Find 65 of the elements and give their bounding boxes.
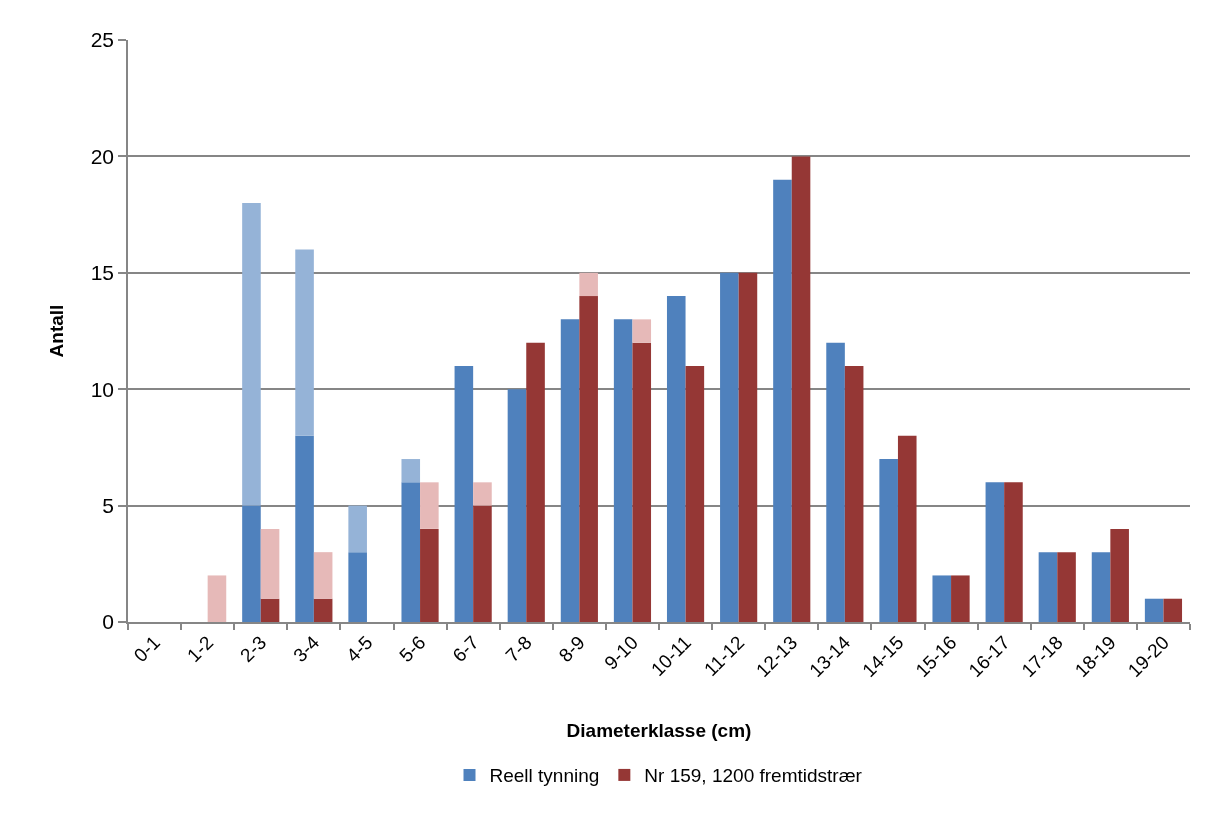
x-tick-label: 1-2 <box>182 631 218 667</box>
bar <box>401 459 421 483</box>
bar <box>420 482 439 529</box>
x-tick-label: 8-9 <box>554 631 589 667</box>
bar <box>348 505 367 553</box>
x-tick-label: 4-5 <box>342 631 377 667</box>
bar <box>613 319 633 622</box>
x-tick-label: 6-7 <box>448 631 483 667</box>
y-tick-label: 5 <box>102 493 115 517</box>
bar <box>951 575 970 622</box>
y-tick-label: 0 <box>102 610 115 634</box>
bar <box>685 365 705 622</box>
bar <box>473 482 492 506</box>
bar <box>1057 552 1076 622</box>
bar <box>579 272 598 297</box>
bar <box>1110 528 1129 622</box>
bar <box>738 272 758 622</box>
bar <box>773 179 792 622</box>
y-tick-label: 10 <box>90 377 115 401</box>
bar <box>826 342 845 622</box>
bar <box>507 389 527 622</box>
bar <box>348 552 367 622</box>
bar <box>632 342 652 622</box>
y-tick-label: 15 <box>90 261 115 285</box>
bar <box>526 342 545 622</box>
bar <box>295 435 314 622</box>
bar <box>1163 598 1183 622</box>
x-tick-label: 5-6 <box>395 631 430 667</box>
bar <box>401 482 421 622</box>
x-axis-title: Diameterklasse (cm) <box>566 720 752 742</box>
bar <box>313 598 333 622</box>
bar <box>420 528 439 622</box>
bar <box>560 319 580 622</box>
bar <box>897 435 917 622</box>
bar <box>1004 482 1023 622</box>
legend-label: Reell tynning <box>489 765 600 787</box>
bar <box>454 365 474 622</box>
bar <box>473 505 492 622</box>
bar <box>791 156 811 622</box>
bar <box>879 459 898 622</box>
x-tick-label: 2-3 <box>236 631 271 667</box>
bar <box>242 202 261 506</box>
bar <box>666 296 686 622</box>
x-tick-label: 7-8 <box>501 631 536 667</box>
x-tick-label: 0-1 <box>129 631 165 667</box>
bar <box>260 598 280 622</box>
bar <box>260 528 280 599</box>
bar <box>985 482 1005 622</box>
bar <box>1144 598 1164 622</box>
y-tick-label: 25 <box>90 28 115 52</box>
y-axis-title: Antall <box>46 304 68 358</box>
bar <box>242 505 261 622</box>
y-tick-label: 20 <box>90 144 115 168</box>
x-tick-label: 3-4 <box>289 631 324 667</box>
bar <box>844 365 864 622</box>
bar <box>579 296 598 622</box>
bar <box>720 272 739 622</box>
bar <box>1091 552 1111 622</box>
legend-label: Nr 159, 1200 fremtidstrær <box>644 765 863 787</box>
bar <box>313 552 333 599</box>
bar <box>1038 552 1058 622</box>
bar <box>295 249 314 436</box>
bar <box>207 575 227 622</box>
bar <box>632 319 652 343</box>
bar <box>932 575 952 622</box>
